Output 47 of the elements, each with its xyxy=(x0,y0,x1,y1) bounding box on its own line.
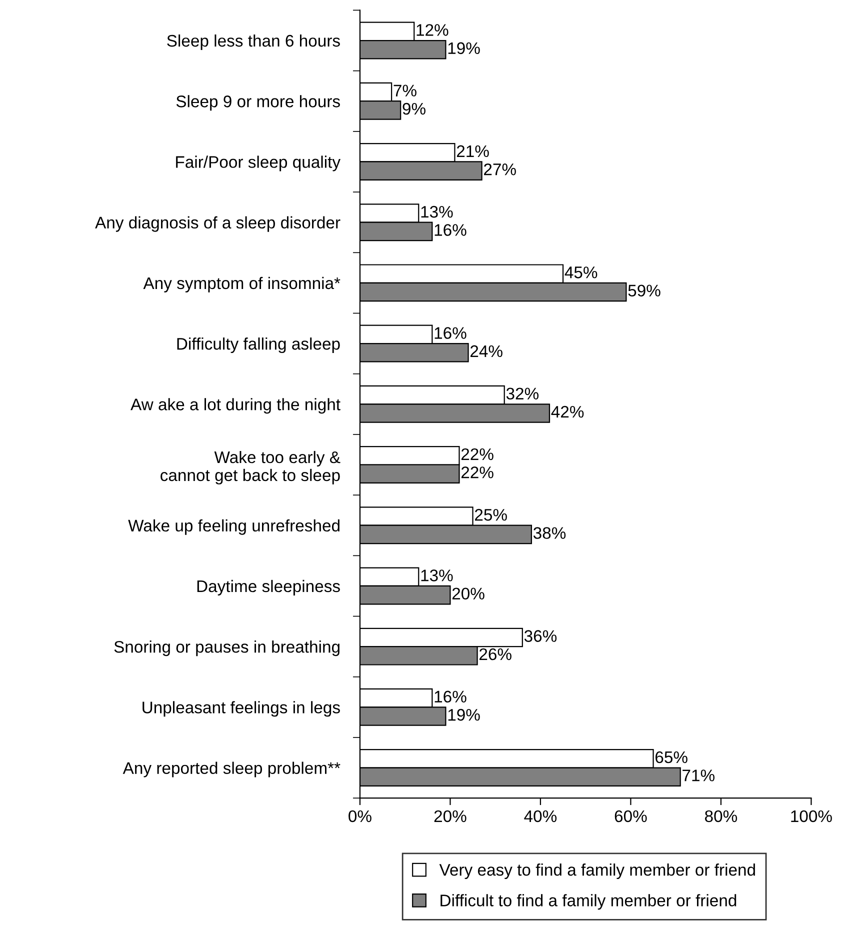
data-label: 16% xyxy=(434,690,466,703)
y-tick-label: Any reported sleep problem** xyxy=(122,762,340,778)
data-label: 13% xyxy=(421,570,453,582)
data-label: 16% xyxy=(434,327,466,339)
data-label: 19% xyxy=(448,42,480,54)
data-label: 21% xyxy=(456,145,489,158)
data-label: 19% xyxy=(448,708,480,721)
data-label: 9% xyxy=(402,102,426,115)
x-tick-label: 40% xyxy=(524,810,557,822)
data-label: 32% xyxy=(506,388,539,400)
data-label: 25% xyxy=(475,508,507,521)
y-tick-label: Snoring or pauses in breathing xyxy=(114,640,340,656)
data-label: 22% xyxy=(461,448,494,460)
data-label: 38% xyxy=(533,527,566,539)
data-label: 36% xyxy=(524,630,557,642)
legend-label: Difficult to find a family member or friend xyxy=(440,894,736,910)
y-tick-label: Sleep less than 6 hours xyxy=(167,34,340,50)
data-label: 12% xyxy=(416,24,448,36)
x-tick-label: 0% xyxy=(348,810,372,822)
y-tick-label: Sleep 9 or more hours xyxy=(176,95,340,111)
data-label: 45% xyxy=(564,266,598,278)
data-label: 42% xyxy=(551,406,584,418)
data-label: 65% xyxy=(656,751,688,764)
y-tick-label: Daytime sleepiness xyxy=(197,580,340,596)
y-tick-label: Difficulty falling asleep xyxy=(177,338,340,354)
data-label: 13% xyxy=(421,206,453,218)
y-tick-label: Any symptom of insomnia* xyxy=(143,276,340,292)
y-tick-label: Wake too early & cannot get back to sleep xyxy=(160,450,340,484)
x-tick-label: 80% xyxy=(705,810,738,822)
data-label: 24% xyxy=(470,345,502,358)
data-label: 20% xyxy=(452,588,484,600)
y-tick-label: Unpleasant feelings in legs xyxy=(142,701,340,717)
data-label: 22% xyxy=(461,466,494,478)
data-label: 71% xyxy=(682,770,714,782)
y-tick-label: Aw ake a lot during the night xyxy=(130,398,340,414)
y-tick-label: Wake up feeling unrefreshed xyxy=(128,519,340,535)
legend-label: Very easy to find a family member or friend xyxy=(439,864,755,880)
x-tick-label: 60% xyxy=(614,810,647,822)
data-label: 59% xyxy=(628,284,660,296)
data-label: 16% xyxy=(434,224,466,236)
y-tick-label: Any diagnosis of a sleep disorder xyxy=(95,216,340,232)
data-label: 27% xyxy=(484,163,516,176)
data-label: 7% xyxy=(394,84,416,96)
y-tick-label: Fair/Poor sleep quality xyxy=(176,156,340,172)
data-label: 26% xyxy=(480,648,512,660)
x-tick-label: 20% xyxy=(434,810,466,822)
x-tick-label: 100% xyxy=(791,810,832,822)
